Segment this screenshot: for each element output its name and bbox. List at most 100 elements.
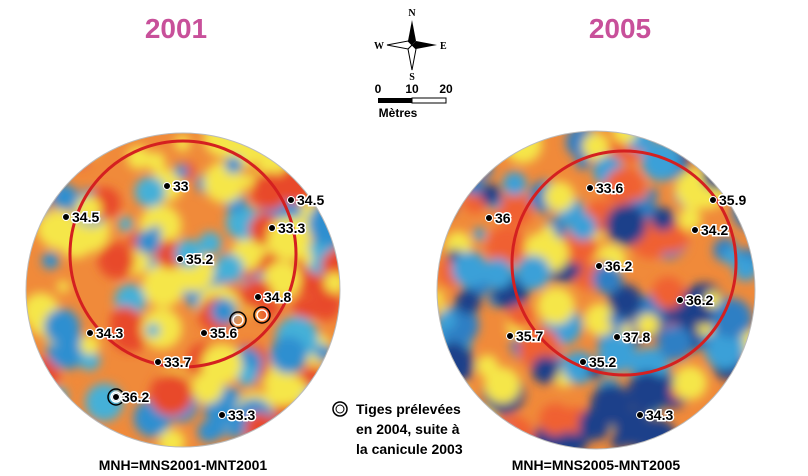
tree-height: 36.2 <box>122 389 149 405</box>
tree-point <box>692 227 699 234</box>
raster-blob <box>569 213 596 240</box>
raster-blob <box>652 277 684 309</box>
raster-blob <box>497 428 512 443</box>
raster-blob <box>433 193 446 206</box>
tree-point <box>255 294 262 301</box>
raster-blob <box>70 422 100 452</box>
raster-blob <box>651 208 674 231</box>
raster-blob <box>59 224 93 258</box>
raster-blob <box>675 168 716 209</box>
raster-blob <box>150 373 193 416</box>
raster-blob <box>174 164 188 178</box>
tree-point <box>63 214 70 221</box>
raster-blob <box>270 337 307 374</box>
raster-blob <box>706 137 727 158</box>
tree-point <box>710 197 717 204</box>
tree-point <box>637 412 644 419</box>
raster-blob <box>731 166 760 195</box>
raster-blob <box>732 151 764 183</box>
raster-blob <box>225 156 242 173</box>
raster-blob <box>34 118 66 150</box>
raster-blob <box>47 386 68 407</box>
tree-point <box>155 359 162 366</box>
tree-height: 34.3 <box>646 407 673 423</box>
raster-blob <box>271 431 288 448</box>
map-panel: 2005MNH=MNS2005-MNT200533.635.93634.236.… <box>420 13 772 473</box>
scale-tick: 20 <box>439 82 453 96</box>
raster-blob <box>681 117 722 158</box>
raster-blob <box>300 138 324 162</box>
raster-blob <box>309 123 345 159</box>
raster-blob <box>504 125 542 163</box>
raster-blob <box>646 189 658 201</box>
panel-title: 2005 <box>589 13 651 44</box>
legend-line: en 2004, suite à <box>356 421 460 437</box>
tree-point <box>113 394 120 401</box>
raster-blob <box>492 416 534 458</box>
tree-height: 33.7 <box>164 354 191 370</box>
raster-blob <box>451 149 477 175</box>
raster-blob <box>473 228 486 241</box>
raster-blob <box>98 242 135 279</box>
tree-point <box>288 197 295 204</box>
tree-height: 35.2 <box>589 354 616 370</box>
raster-blob <box>135 176 166 207</box>
legend-line: la canicule 2003 <box>356 441 463 457</box>
raster-blob <box>468 156 493 181</box>
tree-height: 34.2 <box>701 222 728 238</box>
raster-blob <box>579 408 611 440</box>
tree-point <box>164 183 171 190</box>
raster-blob <box>14 162 39 187</box>
raster-blob <box>631 384 646 399</box>
raster-blob <box>317 147 335 165</box>
raster-blob <box>711 113 753 155</box>
raster-blob <box>612 119 637 144</box>
raster-blob <box>160 217 180 237</box>
legend: Tiges prélevées en 2004, suite à la cani… <box>333 401 463 457</box>
panel-caption: MNH=MNS2001-MNT2001 <box>99 457 268 473</box>
raster-blob <box>36 139 51 154</box>
raster-blob <box>42 252 59 269</box>
tree-point <box>596 263 603 270</box>
tree-height: 34.5 <box>72 209 99 225</box>
raster-blob <box>44 309 80 345</box>
raster-blob <box>425 352 450 377</box>
raster-blob <box>69 147 90 168</box>
tree-height: 33.3 <box>278 220 305 236</box>
raster-blob <box>711 117 752 158</box>
raster-blob <box>57 281 69 293</box>
raster-blob <box>251 130 273 152</box>
raster-blob <box>308 202 352 246</box>
tree-point <box>269 225 276 232</box>
height-raster <box>10 118 355 456</box>
raster-blob <box>493 133 510 150</box>
raster-blob <box>457 156 470 169</box>
raster-blob <box>456 289 481 314</box>
tree-height: 35.7 <box>516 328 543 344</box>
scale-tick: 10 <box>405 82 419 96</box>
raster-blob <box>322 181 355 214</box>
figure: N S E W 0 10 20 Mètres Tiges prélevées e… <box>0 0 808 476</box>
raster-blob <box>323 186 355 218</box>
raster-blob <box>516 255 551 290</box>
compass-n: N <box>408 8 416 19</box>
raster-blob <box>198 421 220 443</box>
tree-height: 35.6 <box>210 325 237 341</box>
raster-blob <box>75 129 102 156</box>
tree-height: 33 <box>173 178 189 194</box>
height-raster <box>420 113 772 461</box>
raster-blob <box>18 169 54 205</box>
raster-blob <box>606 204 647 245</box>
raster-blob <box>61 136 88 163</box>
raster-blob <box>15 411 36 432</box>
raster-blob <box>59 143 71 155</box>
raster-blob <box>678 430 709 461</box>
raster-blob <box>291 158 313 180</box>
raster-blob <box>608 314 620 326</box>
compass: N S E W <box>374 8 447 83</box>
raster-blob <box>10 371 51 412</box>
raster-blob <box>722 247 740 265</box>
raster-blob <box>451 251 487 287</box>
raster-blob <box>461 406 495 440</box>
raster-blob <box>281 129 318 166</box>
